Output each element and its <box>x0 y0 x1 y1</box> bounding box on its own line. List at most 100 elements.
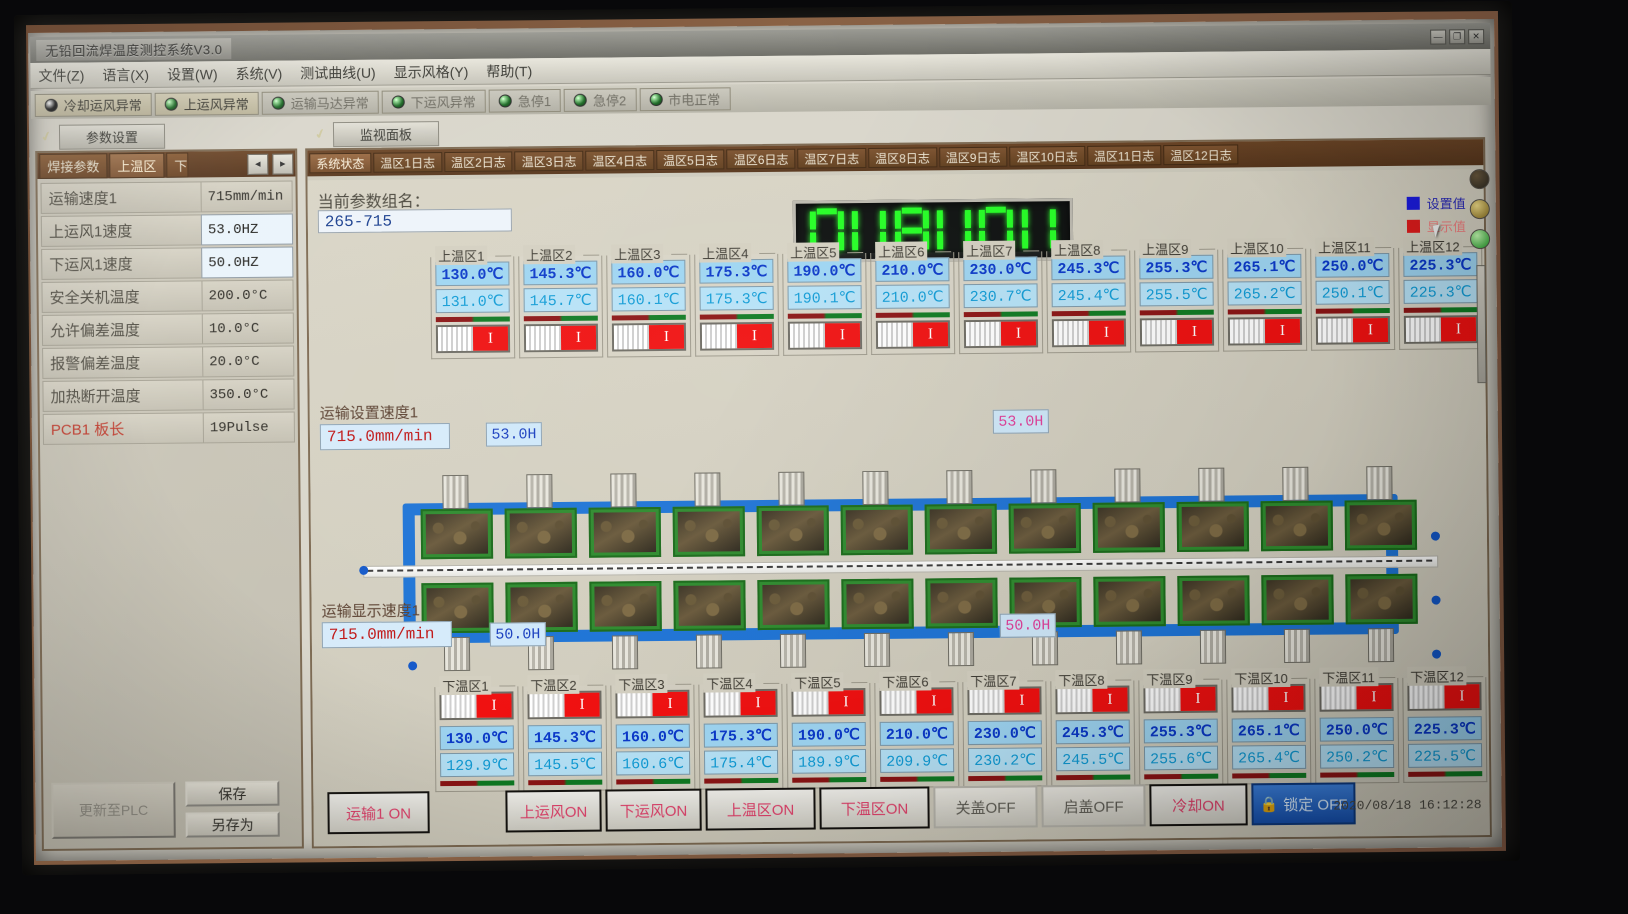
tab-upper-zone[interactable]: 上温区 <box>109 152 165 178</box>
param-row[interactable]: 上运风1速度 53.0HZ <box>40 213 294 247</box>
zone-heater-switch[interactable]: I <box>1231 683 1306 713</box>
zone-set-value[interactable]: 130.0℃ <box>439 725 514 751</box>
zone-heater-switch[interactable]: I <box>527 690 602 720</box>
zone-set-value[interactable]: 145.3℃ <box>523 260 598 286</box>
alarm-mains-ok[interactable]: 市电正常 <box>639 86 731 111</box>
zone-set-value[interactable]: 225.3℃ <box>1403 252 1478 277</box>
tab-welding-params[interactable]: 焊接参数 <box>39 152 108 179</box>
zone-heater-switch[interactable]: I <box>611 322 687 352</box>
zone-set-value[interactable]: 160.0℃ <box>611 259 686 285</box>
param-row[interactable]: 允许偏差温度 10.0°C <box>41 312 295 346</box>
tab-zone-10-log[interactable]: 温区10日志 <box>1009 145 1085 167</box>
param-value[interactable]: 20.0°C <box>202 345 295 378</box>
zone-heater-switch[interactable]: I <box>699 321 775 351</box>
selection-handle[interactable] <box>1430 531 1440 541</box>
param-value-input[interactable]: 53.0HZ <box>200 213 294 246</box>
zone-set-value[interactable]: 210.0℃ <box>875 257 950 282</box>
save-button[interactable]: 保存 <box>185 780 280 807</box>
zone-heater-switch[interactable]: I <box>1051 318 1127 348</box>
transport-set-speed-value[interactable]: 715.0mm/min <box>319 423 451 451</box>
zone-set-value[interactable]: 130.0℃ <box>435 261 510 287</box>
selection-handle[interactable] <box>408 661 418 671</box>
alarm-estop-1[interactable]: 急停1 <box>488 88 562 113</box>
alarm-lower-fan[interactable]: 下运风异常 <box>381 89 486 114</box>
param-value[interactable]: 200.0°C <box>201 279 294 312</box>
zone-set-value[interactable]: 190.0℃ <box>787 258 862 283</box>
tab-zone-6-log[interactable]: 温区6日志 <box>726 148 796 170</box>
maximize-button[interactable]: ❐ <box>1449 28 1466 44</box>
menu-item-system[interactable]: 系统(V) <box>235 65 283 82</box>
zone-set-value[interactable]: 145.3℃ <box>527 724 602 750</box>
param-row[interactable]: 加热断开温度 350.0°C <box>42 378 295 412</box>
save-as-button[interactable]: 另存为 <box>185 811 280 838</box>
menu-item-display-style[interactable]: 显示风格(Y) <box>393 63 469 81</box>
param-value[interactable]: 350.0°C <box>202 378 295 411</box>
zone-set-value[interactable]: 160.0℃ <box>615 723 690 749</box>
lower-fan-hz-left[interactable]: 50.0H <box>489 622 546 647</box>
menu-item-help[interactable]: 帮助(T) <box>486 62 533 80</box>
tab-zone-5-log[interactable]: 温区5日志 <box>655 149 725 171</box>
zone-set-value[interactable]: 245.3℃ <box>1055 719 1130 745</box>
tab-system-status[interactable]: 系统状态 <box>309 152 372 174</box>
zone-heater-switch[interactable]: I <box>791 688 866 717</box>
zone-set-value[interactable]: 265.1℃ <box>1227 253 1302 279</box>
param-value[interactable]: 715mm/min <box>200 180 293 213</box>
param-value-input[interactable]: 50.0HZ <box>201 246 294 279</box>
tab-zone-11-log[interactable]: 温区11日志 <box>1086 145 1162 166</box>
zone-set-value[interactable]: 245.3℃ <box>1051 255 1126 281</box>
zone-heater-switch[interactable]: I <box>1407 682 1482 711</box>
open-lid-off-button[interactable]: 启盖OFF <box>1041 784 1146 828</box>
param-value[interactable]: 10.0°C <box>201 312 295 345</box>
alarm-estop-2[interactable]: 急停2 <box>563 87 637 112</box>
tab-zone-4-log[interactable]: 温区4日志 <box>585 150 655 171</box>
menu-item-language[interactable]: 语言(X) <box>102 66 150 83</box>
upper-fan-on-button[interactable]: 上运风ON <box>505 789 602 833</box>
upper-fan-hz-left[interactable]: 53.0H <box>485 422 543 447</box>
menu-item-settings[interactable]: 设置(W) <box>166 65 218 83</box>
tab-zone-9-log[interactable]: 温区9日志 <box>938 146 1008 168</box>
param-row[interactable]: 下运风1速度 50.0HZ <box>41 246 294 280</box>
param-row[interactable]: 运输速度1 715mm/min <box>40 180 293 214</box>
zone-heater-switch[interactable]: I <box>1315 315 1391 345</box>
param-row[interactable]: PCB1 板长 19Pulse <box>42 411 296 445</box>
param-row[interactable]: 报警偏差温度 20.0°C <box>42 345 295 379</box>
selection-handle[interactable] <box>359 565 369 575</box>
lower-fan-hz-right[interactable]: 50.0H <box>999 613 1056 638</box>
zone-heater-switch[interactable]: I <box>1319 682 1394 712</box>
upper-fan-hz-right[interactable]: 53.0H <box>992 409 1049 434</box>
tab-zone-3-log[interactable]: 温区3日志 <box>514 150 584 172</box>
transport-display-speed-value[interactable]: 715.0mm/min <box>321 621 452 649</box>
zone-set-value[interactable]: 190.0℃ <box>791 722 866 747</box>
zone-heater-switch[interactable]: I <box>435 324 511 354</box>
zone-heater-switch[interactable]: I <box>879 687 954 716</box>
menu-item-file[interactable]: 文件(Z) <box>38 67 85 84</box>
menu-item-test-curve[interactable]: 测试曲线(U) <box>300 64 376 81</box>
zone-heater-switch[interactable]: I <box>703 688 778 718</box>
zone-heater-switch[interactable]: I <box>1055 685 1130 715</box>
zone-heater-switch[interactable]: I <box>1139 317 1215 347</box>
zone-heater-switch[interactable]: I <box>967 686 1042 716</box>
zone-set-value[interactable]: 225.3℃ <box>1407 716 1482 741</box>
selection-handle[interactable] <box>1431 595 1441 605</box>
zone-set-value[interactable]: 175.3℃ <box>703 722 778 748</box>
zone-set-value[interactable]: 175.3℃ <box>699 258 774 284</box>
tab-zone-1-log[interactable]: 温区1日志 <box>373 152 443 173</box>
zone-heater-switch[interactable]: I <box>1227 316 1303 346</box>
tab-lower-zone[interactable]: 下温区 <box>166 152 189 178</box>
zone-heater-switch[interactable]: I <box>615 689 690 719</box>
selection-handle[interactable] <box>1432 649 1442 659</box>
tab-zone-12-log[interactable]: 温区12日志 <box>1163 144 1239 166</box>
tab-scroll-left-button[interactable]: ◄ <box>247 153 269 175</box>
alarm-transport-motor[interactable]: 运输马达异常 <box>261 90 379 115</box>
zone-set-value[interactable]: 255.3℃ <box>1143 718 1218 744</box>
zone-heater-switch[interactable]: I <box>1143 684 1218 714</box>
zone-set-value[interactable]: 265.1℃ <box>1231 717 1306 743</box>
lower-zone-on-button[interactable]: 下温区ON <box>819 786 930 830</box>
cooling-on-button[interactable]: 冷却ON <box>1149 783 1248 827</box>
zone-heater-switch[interactable]: I <box>439 691 514 721</box>
tab-scroll-right-button[interactable]: ► <box>272 153 294 175</box>
transport-on-button[interactable]: 运输1 ON <box>327 791 430 835</box>
zone-set-value[interactable]: 230.0℃ <box>963 256 1038 282</box>
zone-set-value[interactable]: 250.0℃ <box>1315 252 1390 278</box>
zone-heater-switch[interactable]: I <box>875 320 951 349</box>
